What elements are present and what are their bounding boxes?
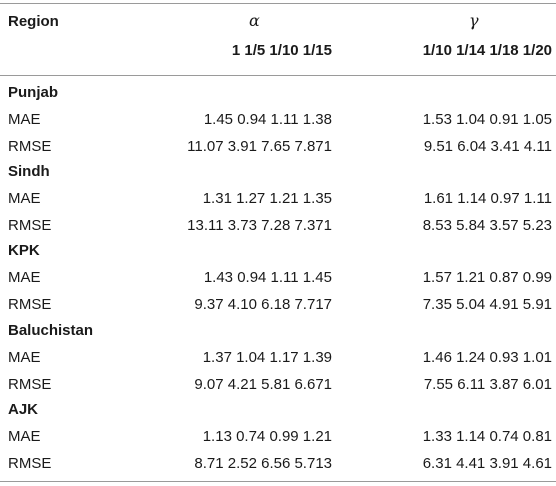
gamma-values: 1.46 1.24 0.93 1.01 — [422, 349, 552, 366]
region-column-header: Region — [8, 13, 59, 30]
gamma-values: 7.55 6.11 3.87 6.01 — [423, 376, 552, 393]
alpha-values: 9.07 4.21 5.81 6.671 — [194, 376, 332, 393]
gamma-values: 9.51 6.04 3.41 4.11 — [423, 138, 552, 155]
header-rule — [0, 75, 556, 76]
alpha-values: 1.45 0.94 1.11 1.38 — [203, 111, 332, 128]
metric-label: MAE — [8, 190, 41, 207]
metric-label: MAE — [8, 428, 41, 445]
region-name: AJK — [8, 401, 39, 418]
alpha-values: 13.11 3.73 7.28 7.371 — [187, 217, 332, 234]
metric-label: RMSE — [8, 376, 52, 393]
alpha-symbol: α — [249, 11, 260, 30]
region-name: Sindh — [8, 163, 50, 180]
gamma-params-header: 1/10 1/14 1/18 1/20 — [422, 42, 552, 59]
metric-label: RMSE — [8, 217, 52, 234]
metric-label: MAE — [8, 111, 41, 128]
alpha-values: 11.07 3.91 7.65 7.871 — [187, 138, 332, 155]
table-top-rule — [0, 3, 556, 4]
gamma-values: 6.31 4.41 3.91 4.61 — [422, 455, 552, 472]
gamma-symbol: γ — [469, 11, 479, 30]
alpha-values: 1.31 1.27 1.21 1.35 — [202, 190, 332, 207]
gamma-values: 1.53 1.04 0.91 1.05 — [422, 111, 552, 128]
alpha-values: 8.71 2.52 6.56 5.713 — [194, 455, 332, 472]
metric-label: RMSE — [8, 296, 52, 313]
gamma-values: 1.33 1.14 0.74 0.81 — [422, 428, 552, 445]
region-name: Punjab — [8, 84, 59, 101]
gamma-values: 1.61 1.14 0.97 1.11 — [423, 190, 552, 207]
alpha-params-header: 1 1/5 1/10 1/15 — [231, 42, 332, 59]
gamma-values: 1.57 1.21 0.87 0.99 — [422, 269, 552, 286]
metric-label: MAE — [8, 269, 41, 286]
table-bottom-rule — [0, 481, 556, 482]
alpha-values: 1.43 0.94 1.11 1.45 — [203, 269, 332, 286]
region-name: Baluchistan — [8, 322, 94, 339]
gamma-values: 7.35 5.04 4.91 5.91 — [422, 296, 552, 313]
alpha-values: 1.13 0.74 0.99 1.21 — [202, 428, 332, 445]
region-name: KPK — [8, 242, 40, 259]
alpha-values: 1.37 1.04 1.17 1.39 — [202, 349, 332, 366]
metric-label: RMSE — [8, 455, 52, 472]
gamma-values: 8.53 5.84 3.57 5.23 — [422, 217, 552, 234]
metric-label: RMSE — [8, 138, 52, 155]
alpha-values: 9.37 4.10 6.18 7.717 — [194, 296, 332, 313]
metric-label: MAE — [8, 349, 41, 366]
